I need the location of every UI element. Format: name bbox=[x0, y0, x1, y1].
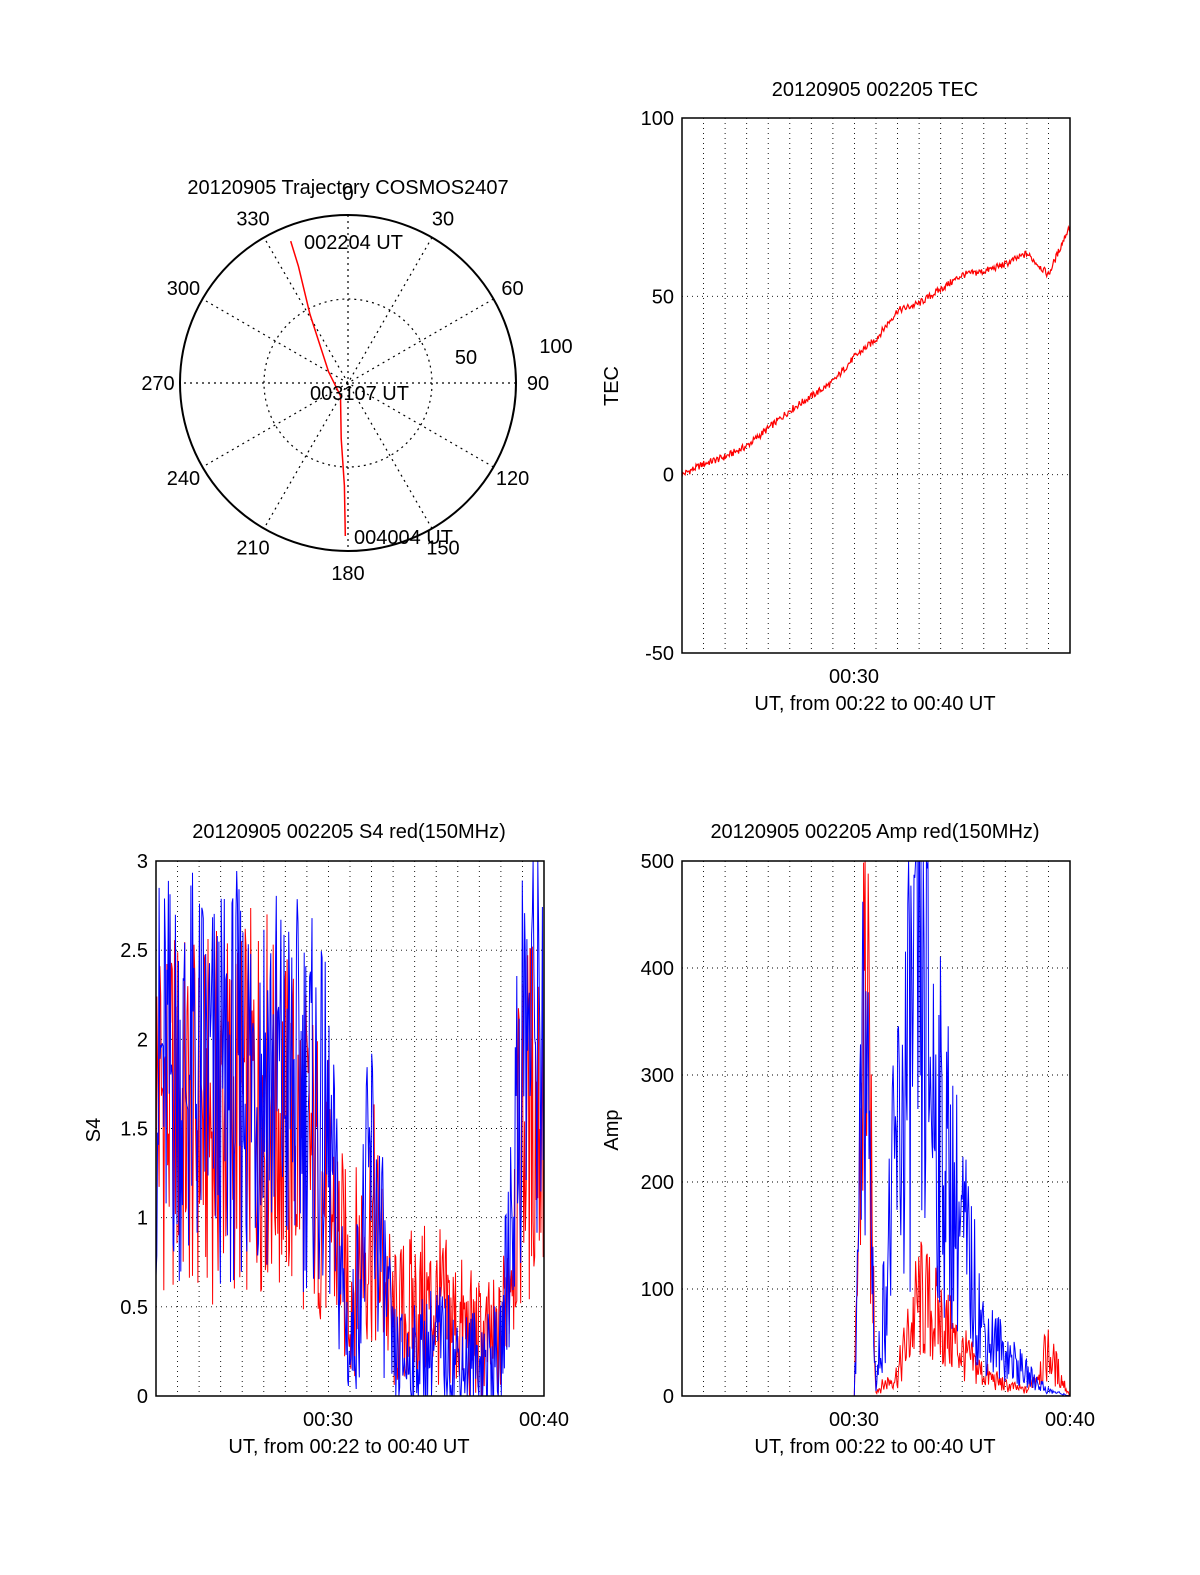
tec-series-line bbox=[681, 224, 1071, 478]
polar-angle-label: 60 bbox=[501, 278, 523, 300]
s4-xlabel: UT, from 00:22 to 00:40 UT bbox=[228, 1436, 469, 1458]
polar-panel: 20120905 Trajectory COSMOS2407 0 30 60 90 12… bbox=[141, 177, 572, 585]
amp-plot-frame bbox=[681, 860, 1071, 1397]
s4-y-tick-label: 0 bbox=[137, 1386, 148, 1408]
amp-y-tick-label: 500 bbox=[641, 851, 674, 873]
s4-series-line bbox=[155, 860, 545, 1397]
polar-angle-label: 270 bbox=[141, 373, 174, 395]
tec-panel: 20120905 002205 TEC -50 0 50 100 00:30 UT, … bbox=[601, 79, 1071, 715]
s4-y-tick-label: 3 bbox=[137, 851, 148, 873]
amp-x-tick-label-0030: 00:30 bbox=[829, 1409, 879, 1431]
polar-grid bbox=[180, 215, 516, 551]
tec-plot-frame bbox=[681, 117, 1071, 654]
amp-x-tick-label-0040: 00:40 bbox=[1045, 1409, 1095, 1431]
amp-title: 20120905 002205 Amp red(150MHz) bbox=[710, 821, 1039, 843]
tec-xlabel: UT, from 00:22 to 00:40 UT bbox=[754, 693, 995, 715]
tec-grid bbox=[682, 118, 1070, 653]
polar-angle-label: 30 bbox=[432, 208, 454, 230]
polar-angle-label: 330 bbox=[236, 208, 269, 230]
polar-angle-label: 180 bbox=[331, 563, 364, 585]
polar-ring-label-50: 50 bbox=[455, 347, 477, 369]
tec-y-tick-label: 0 bbox=[663, 465, 674, 487]
s4-series bbox=[155, 860, 545, 1397]
s4-panel: 20120905 002205 S4 red(150MHz) 0 0.5 1 1.5 2… bbox=[83, 821, 569, 1458]
polar-angle-label: 90 bbox=[527, 373, 549, 395]
s4-y-tick-label: 1 bbox=[137, 1208, 148, 1230]
amp-y-tick-label: 0 bbox=[663, 1386, 674, 1408]
s4-y-tick-label: 1.5 bbox=[120, 1119, 148, 1141]
tec-y-tick-labels: -50 0 50 100 bbox=[641, 108, 674, 665]
tec-ylabel: TEC bbox=[601, 366, 623, 406]
polar-angle-labels: 0 30 60 90 120 150 180 210 240 270 300 330 bbox=[141, 183, 549, 585]
tec-series bbox=[681, 224, 1071, 478]
amp-grid bbox=[682, 861, 1070, 1396]
polar-angle-label: 0 bbox=[342, 183, 353, 205]
amp-y-tick-label: 300 bbox=[641, 1065, 674, 1087]
polar-angle-label: 120 bbox=[496, 468, 529, 490]
amp-ylabel: Amp bbox=[601, 1109, 623, 1150]
polar-angle-label: 210 bbox=[236, 538, 269, 560]
s4-plot-frame bbox=[155, 860, 545, 1397]
polar-annotation-mid: 003107 UT bbox=[310, 383, 409, 405]
amp-y-tick-label: 100 bbox=[641, 1279, 674, 1301]
polar-angle-label: 150 bbox=[426, 538, 459, 560]
tec-y-tick-label: -50 bbox=[645, 643, 674, 665]
s4-title: 20120905 002205 S4 red(150MHz) bbox=[192, 821, 506, 843]
s4-x-tick-label-0040: 00:40 bbox=[519, 1409, 569, 1431]
amp-xlabel: UT, from 00:22 to 00:40 UT bbox=[754, 1436, 995, 1458]
polar-annotation-start: 002204 UT bbox=[304, 232, 403, 254]
s4-y-tick-label: 0.5 bbox=[120, 1297, 148, 1319]
tec-x-tick-label: 00:30 bbox=[829, 666, 879, 688]
polar-angle-label: 300 bbox=[167, 278, 200, 300]
s4-ylabel: S4 bbox=[83, 1118, 105, 1142]
s4-y-tick-labels: 0 0.5 1 1.5 2 2.5 3 bbox=[120, 851, 148, 1408]
polar-trajectory bbox=[289, 240, 347, 537]
tec-y-tick-label: 100 bbox=[641, 108, 674, 130]
tec-y-tick-label: 50 bbox=[652, 286, 674, 308]
tec-title: 20120905 002205 TEC bbox=[772, 79, 978, 101]
polar-angle-label: 240 bbox=[167, 468, 200, 490]
polar-title: 20120905 Trajectory COSMOS2407 bbox=[187, 177, 508, 199]
amp-y-tick-label: 400 bbox=[641, 958, 674, 980]
amp-panel: 20120905 002205 Amp red(150MHz) 0 100 200 3… bbox=[601, 821, 1095, 1458]
polar-annotation-end: 004004 UT bbox=[354, 527, 453, 549]
s4-x-tick-label-0030: 00:30 bbox=[303, 1409, 353, 1431]
amp-y-tick-labels: 0 100 200 300 400 500 bbox=[641, 851, 674, 1408]
polar-ring-label-100: 100 bbox=[539, 336, 572, 358]
polar-spoke bbox=[263, 237, 433, 529]
s4-y-tick-label: 2 bbox=[137, 1029, 148, 1051]
amp-y-tick-label: 200 bbox=[641, 1172, 674, 1194]
s4-y-tick-label: 2.5 bbox=[120, 940, 148, 962]
polar-trajectory-line bbox=[289, 240, 347, 537]
